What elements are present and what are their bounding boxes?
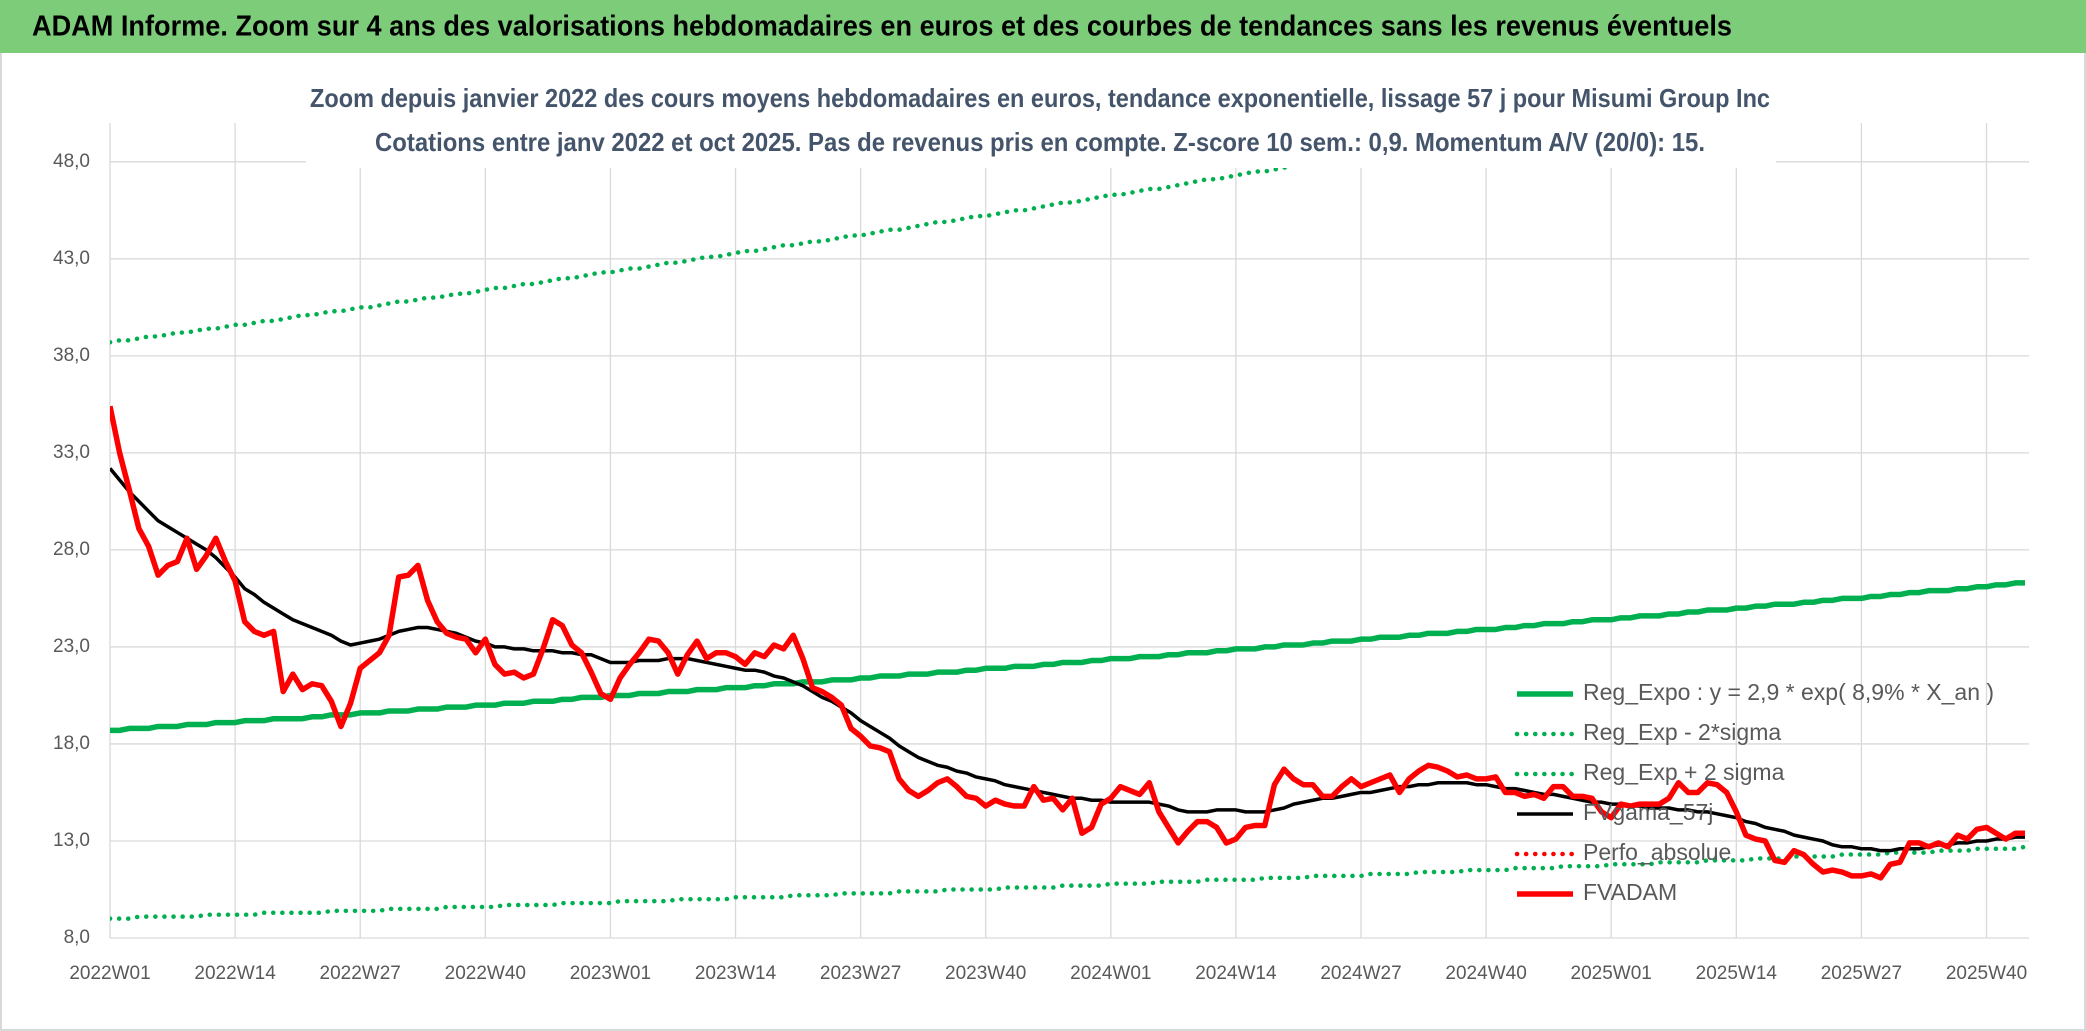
- x-tick-label: 2022W01: [69, 963, 150, 984]
- x-tick-label: 2023W14: [695, 963, 777, 984]
- header-bar: [0, 0, 2086, 53]
- x-tick-label: 2024W27: [1320, 963, 1401, 984]
- y-tick-label: 48,0: [53, 151, 90, 172]
- y-tick-label: 33,0: [53, 442, 90, 463]
- y-tick-label: 13,0: [53, 830, 90, 851]
- plot-lines: [110, 123, 2028, 921]
- x-tick-label: 2023W01: [570, 963, 651, 984]
- legend-label: Reg_Expo : y = 2,9 * exp( 8,9% * X_an ): [1583, 679, 1994, 705]
- x-tick-label: 2024W14: [1195, 963, 1277, 984]
- legend: Reg_Expo : y = 2,9 * exp( 8,9% * X_an ) R…: [1514, 679, 1994, 905]
- series-line: [110, 580, 2025, 734]
- y-tick-label: 8,0: [64, 927, 90, 948]
- x-tick-label: 2023W27: [820, 963, 901, 984]
- x-tick-label: 2025W40: [1946, 963, 2027, 984]
- y-tick-label: 23,0: [53, 636, 90, 657]
- x-tick-label: 2025W01: [1571, 963, 1652, 984]
- subtitle: Cotations entre janv 2022 et oct 2025. P…: [375, 127, 1705, 157]
- x-tick-label: 2023W40: [945, 963, 1026, 984]
- x-tick-label: 2022W40: [445, 963, 526, 984]
- x-tick-label: 2022W14: [194, 963, 276, 984]
- subtitle: Zoom depuis janvier 2022 des cours moyen…: [310, 83, 1770, 113]
- y-tick-label: 28,0: [53, 539, 90, 560]
- legend-label: Perfo_absolue: [1583, 839, 1731, 865]
- legend-label: Reg_Exp + 2 sigma: [1583, 759, 1785, 785]
- series-line: [110, 844, 2028, 921]
- x-tick-label: 2025W27: [1821, 963, 1902, 984]
- x-tick-label: 2024W01: [1070, 963, 1151, 984]
- chart-title: ADAM Informe. Zoom sur 4 ans des valoris…: [32, 11, 1732, 43]
- y-tick-label: 38,0: [53, 345, 90, 366]
- legend-label: FVADAM: [1583, 879, 1677, 905]
- series-line: [110, 467, 2025, 853]
- subtitle-box: [306, 78, 1776, 168]
- x-tick-label: 2022W27: [320, 963, 401, 984]
- series-line: [110, 405, 2025, 881]
- legend-label: FVgama_57j: [1583, 799, 1713, 825]
- legend-label: Reg_Exp - 2*sigma: [1583, 719, 1781, 745]
- x-tick-label: 2025W14: [1696, 963, 1778, 984]
- y-tick-label: 18,0: [53, 733, 90, 754]
- x-tick-label: 2024W40: [1445, 963, 1526, 984]
- y-tick-label: 43,0: [53, 248, 90, 269]
